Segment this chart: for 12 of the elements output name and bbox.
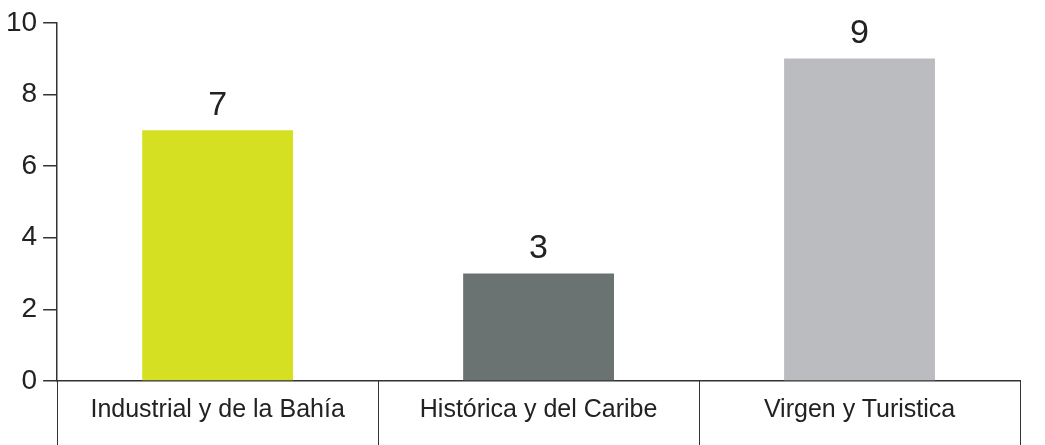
y-tick-label: 8 (21, 77, 38, 109)
x-tick-label: Virgen y Turistica (763, 393, 956, 422)
y-tick-label: 4 (21, 220, 38, 252)
data-label: 7 (208, 83, 228, 122)
y-tick-label: 10 (5, 5, 38, 37)
y-tick-label: 2 (21, 292, 38, 324)
y-tick-label: 6 (21, 148, 38, 180)
x-tick-label: Industrial y de la Bahía (90, 393, 345, 422)
y-tick-label: 0 (21, 363, 38, 395)
x-tick-label: Histórica y del Caribe (419, 393, 658, 422)
data-label: 3 (529, 226, 549, 265)
data-label: 9 (850, 11, 869, 50)
